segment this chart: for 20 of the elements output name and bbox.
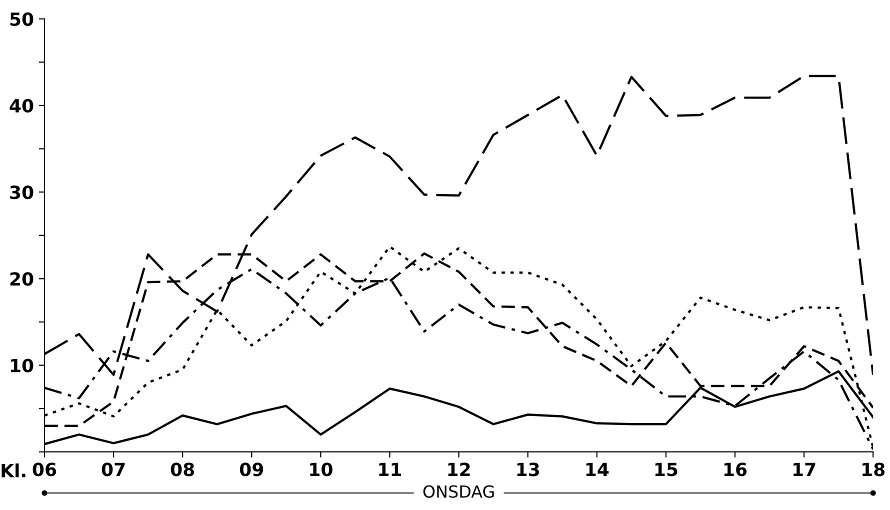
x-tick-label: 18: [862, 462, 885, 476]
x-tick-label: 11: [379, 462, 402, 476]
x-tick-label: 08: [170, 462, 194, 476]
x-tick-label: 15: [655, 462, 678, 476]
y-tick-label: 50: [10, 12, 34, 26]
text: Kl.: [2, 463, 26, 478]
x-tick-label: 14: [586, 462, 609, 476]
x-tick-label: 10: [310, 462, 332, 476]
x-tick-label: 06: [32, 462, 56, 476]
x-tick-label: 09: [240, 462, 264, 476]
x-tick-label: 16: [724, 462, 747, 476]
x-tick-label: 12: [448, 462, 470, 476]
y-tick-label: 40: [10, 98, 34, 113]
y-tick-label: 30: [10, 186, 34, 200]
x-axis-title: ONSDAG: [423, 485, 494, 498]
x-tick-label: 17: [794, 462, 816, 476]
y-tick-label: 20: [10, 272, 34, 286]
x-tick-label: 13: [517, 462, 539, 476]
y-tick-label: 10: [10, 358, 34, 372]
x-tick-label: 07: [102, 462, 125, 476]
